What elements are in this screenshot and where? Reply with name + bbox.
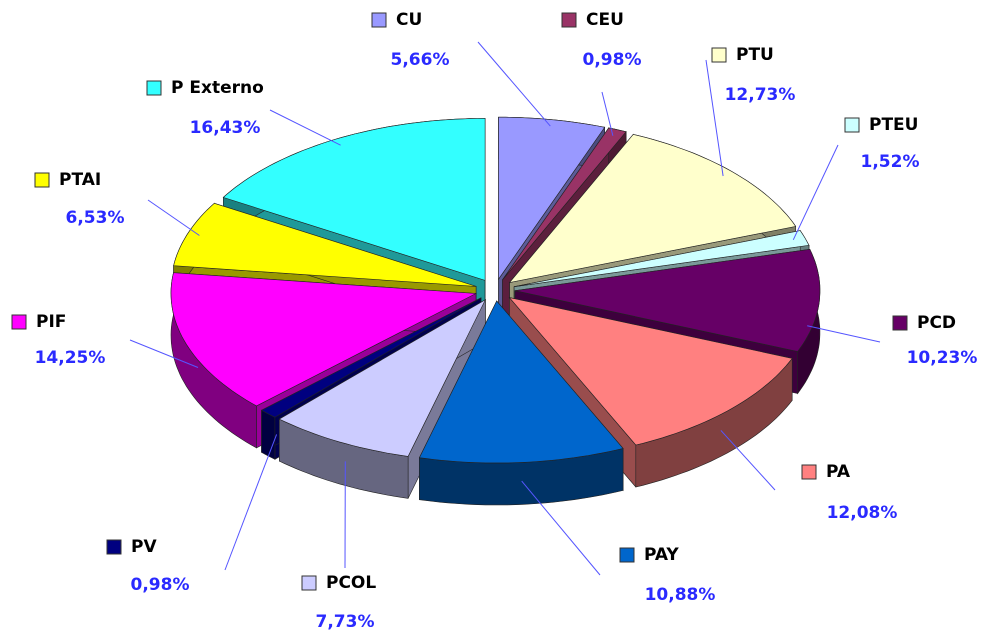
slice-name: CEU xyxy=(586,10,624,30)
legend-swatch xyxy=(106,539,122,555)
legend-swatch xyxy=(892,315,908,331)
slice-name: CU xyxy=(396,10,422,30)
legend-swatch xyxy=(619,547,635,563)
slice xyxy=(173,202,477,287)
leader-line xyxy=(521,480,601,576)
slice-value: 10,23% xyxy=(907,348,978,368)
legend-swatch xyxy=(561,12,577,28)
slice xyxy=(508,297,793,446)
leader-line xyxy=(224,434,278,571)
legend-swatch xyxy=(711,47,727,63)
slice-name: PTAI xyxy=(59,170,101,190)
slice-name: PV xyxy=(131,537,157,557)
leader-line xyxy=(269,109,341,146)
leader-line xyxy=(147,199,200,236)
slice-name: PA xyxy=(826,462,851,482)
slice-value: 7,73% xyxy=(316,612,375,632)
leader-line xyxy=(601,91,614,136)
slice xyxy=(260,297,482,418)
slice-name: PTEU xyxy=(869,115,918,135)
slice-value: 14,25% xyxy=(35,348,106,368)
slice-name: PIF xyxy=(36,312,66,332)
leader-line xyxy=(129,339,199,368)
slice-value: 16,43% xyxy=(190,118,261,138)
slice xyxy=(278,298,487,457)
slice-value: 1,52% xyxy=(861,152,920,172)
legend-swatch xyxy=(34,172,50,188)
slice xyxy=(502,127,627,280)
slice-name: PCOL xyxy=(326,573,376,593)
legend-swatch xyxy=(844,117,860,133)
slice-value: 6,53% xyxy=(66,208,125,228)
slice-value: 10,88% xyxy=(645,585,716,605)
slice-value: 0,98% xyxy=(131,575,190,595)
slice-value: 12,08% xyxy=(827,503,898,523)
leader-line xyxy=(477,41,551,127)
slice xyxy=(222,118,486,281)
leader-line xyxy=(705,59,724,177)
slice-name: PAY xyxy=(644,545,679,565)
leader-line xyxy=(720,430,776,491)
leader-line xyxy=(792,144,839,241)
slice xyxy=(170,272,478,407)
slice-value: 12,73% xyxy=(725,85,796,105)
slice xyxy=(498,116,606,281)
slice-name: P Externo xyxy=(171,78,264,98)
leader-line xyxy=(807,325,881,343)
slice-name: PTU xyxy=(736,45,774,65)
tops xyxy=(170,116,821,464)
slice xyxy=(514,248,821,352)
legend-swatch xyxy=(301,575,317,591)
slice-name: PCD xyxy=(917,313,956,333)
slice-value: 5,66% xyxy=(391,50,450,70)
slice xyxy=(418,300,624,464)
legend-swatch xyxy=(11,314,27,330)
slice xyxy=(514,230,810,287)
legend-swatch xyxy=(371,12,387,28)
slice-value: 0,98% xyxy=(583,50,642,70)
slice-side xyxy=(261,409,276,460)
slice xyxy=(508,134,797,283)
legend-swatch xyxy=(146,80,162,96)
legend-swatch xyxy=(801,464,817,480)
